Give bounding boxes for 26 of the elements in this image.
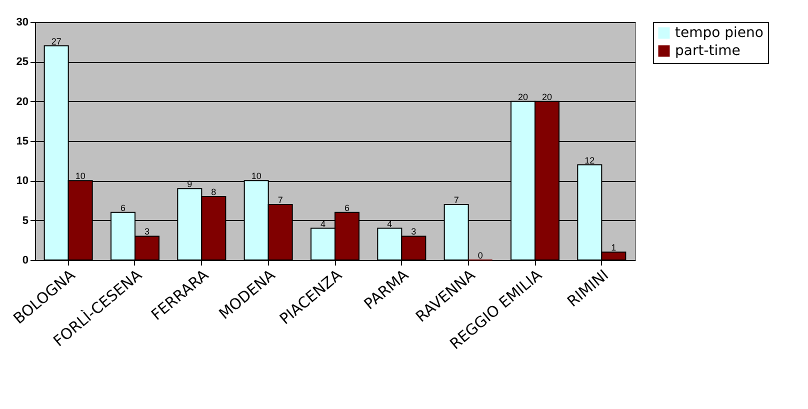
data-label: 10	[75, 171, 86, 182]
data-label: 7	[454, 194, 459, 205]
y-tick-label: 20	[16, 96, 28, 108]
data-label: 3	[411, 226, 416, 237]
data-label: 20	[542, 92, 552, 102]
data-label: 27	[51, 36, 62, 46]
legend-label: part-time	[675, 43, 740, 59]
data-label: 8	[211, 187, 216, 198]
y-tick-label: 15	[16, 136, 28, 148]
data-label: 0	[478, 250, 483, 260]
data-label: 4	[387, 218, 392, 229]
y-tick-label: 10	[16, 175, 28, 188]
data-label: 12	[584, 155, 595, 166]
legend-label: tempo pieno	[675, 25, 764, 41]
y-tick-label: 25	[16, 56, 28, 68]
data-label: 7	[278, 194, 283, 205]
data-label: 1	[611, 242, 616, 253]
y-tick-label: 30	[16, 16, 28, 28]
y-tick-label: 0	[22, 254, 28, 266]
data-label: 4	[320, 218, 326, 229]
data-label: 20	[518, 92, 528, 102]
y-tick-label: 5	[22, 214, 28, 227]
data-label: 6	[120, 202, 126, 213]
data-label: 6	[344, 202, 350, 213]
data-label: 3	[144, 226, 150, 237]
data-label: 10	[251, 171, 262, 182]
